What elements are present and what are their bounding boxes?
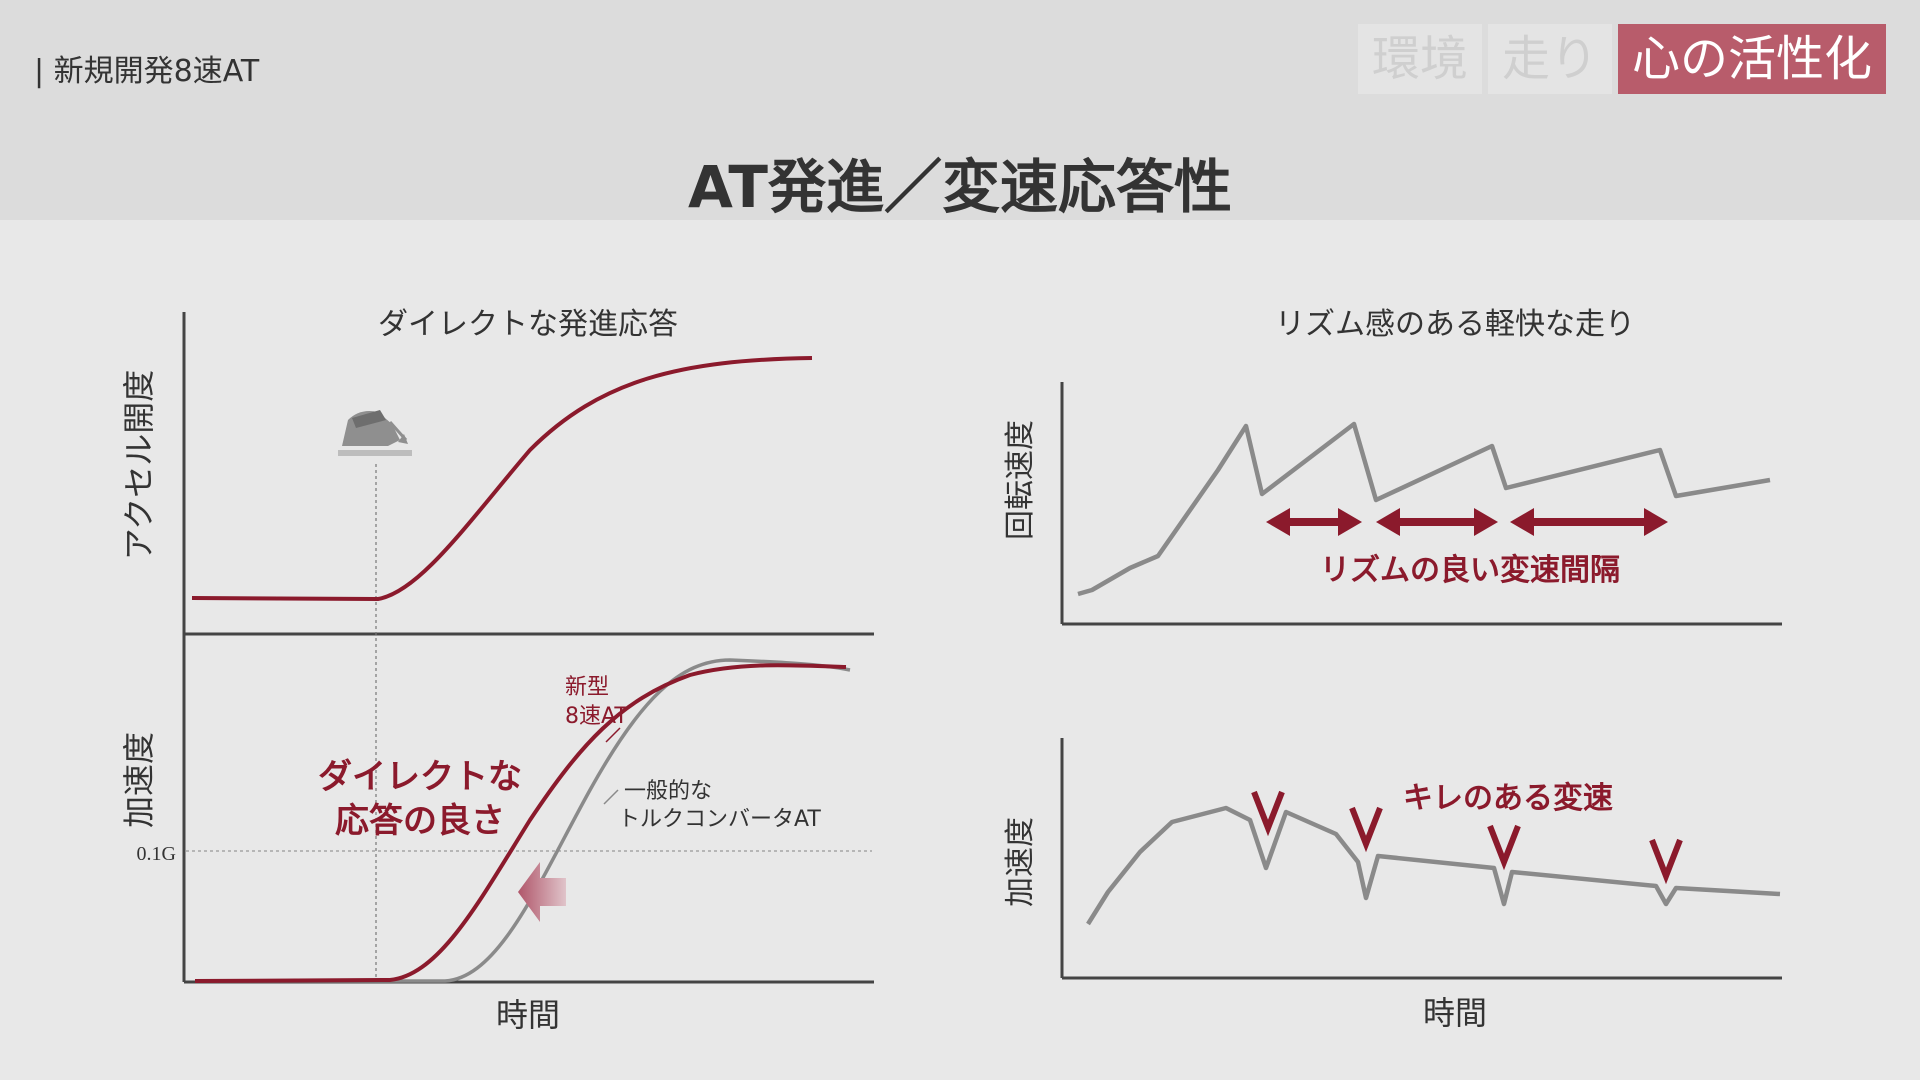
left-xlabel-time: 時間 [496,996,560,1034]
rhythm-arrow-2 [1376,508,1498,536]
new-8at-leader-line [605,727,621,743]
tab-heart-activation[interactable]: 心の活性化 [1617,24,1886,94]
right-acceleration-line [1086,805,1781,926]
left-ylabel-acceleration: 加速度 [120,732,158,828]
page-title: AT発進／変速応答性 [688,153,1232,221]
callout-direct-line1: ダイレクトな [318,757,522,797]
accel-opening-curve [191,356,813,602]
rotation-speed-line [1077,421,1771,597]
breadcrumb: | 新規開発8速AT [34,54,260,89]
response-shift-arrow [518,862,566,922]
left-ylabel-accel-opening: アクセル開度 [120,370,158,560]
conventional-at-curve [195,658,851,983]
v-marker-1 [1251,790,1285,837]
category-tabs: 環境 走り 心の活性化 [1357,24,1886,94]
callout-direct-line2: 応答の良さ [335,801,505,841]
right-ylabel-acceleration: 加速度 [1003,817,1038,907]
kire-label: キレのある変速 [1403,781,1613,816]
rhythm-label: リズムの良い変速間隔 [1320,553,1620,588]
rhythm-arrow-3 [1510,508,1668,536]
v-marker-4 [1649,838,1683,885]
kire-v-markers [1251,790,1683,885]
left-tick-0-1g: 0.1G [137,843,176,865]
right-panel-title: リズム感のある軽快な走り [1275,307,1635,342]
rhythm-interval-arrows [1266,508,1668,536]
tab-driving[interactable]: 走り [1487,24,1612,94]
rhythm-arrow-1 [1266,508,1362,536]
right-xlabel-time: 時間 [1423,994,1487,1032]
v-marker-2 [1349,806,1383,853]
new-8at-label-line2: 8速AT [565,704,628,729]
tab-environment[interactable]: 環境 [1357,24,1482,94]
right-ylabel-rotation-speed: 回転速度 [1003,420,1038,540]
conventional-leader-line [603,789,619,805]
new-8at-curve [194,663,847,983]
conventional-label-line1: 一般的な [624,779,712,804]
v-marker-3 [1487,824,1521,871]
left-panel-title: ダイレクトな発進応答 [378,307,678,342]
conventional-label-line2: トルクコンバータAT [618,807,821,832]
pedal-foot-icon [338,410,412,456]
header-band: | 新規開発8速AT 環境 走り 心の活性化 AT発進／変速応答性 [0,0,1920,221]
new-8at-label-line1: 新型 [565,675,609,700]
